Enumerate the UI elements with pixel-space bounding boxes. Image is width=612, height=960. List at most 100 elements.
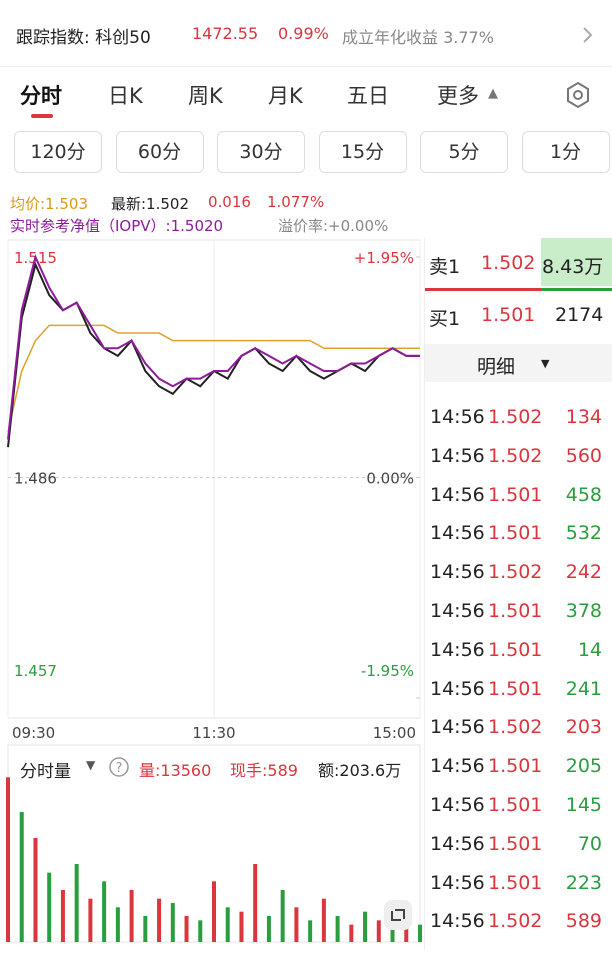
period-button[interactable]: 30分 bbox=[217, 131, 305, 173]
trade-price: 1.502 bbox=[488, 910, 543, 933]
volume-bar bbox=[266, 916, 271, 942]
volume-bar bbox=[308, 920, 313, 942]
trade-row: 14:56 1.501 241 bbox=[426, 670, 606, 708]
change-pct: 1.077% bbox=[267, 193, 325, 211]
tab[interactable]: 更多 bbox=[437, 84, 479, 108]
tab-underline bbox=[31, 114, 53, 118]
trade-row: 14:56 1.502 242 bbox=[426, 553, 606, 591]
x-tick-label: 15:00 bbox=[373, 724, 416, 742]
period-button[interactable]: 15分 bbox=[318, 131, 407, 173]
tab[interactable]: 五日 bbox=[347, 84, 389, 108]
annual-return: 成立年化收益 3.77% bbox=[342, 28, 494, 47]
trade-row: 14:56 1.501 14 bbox=[426, 631, 606, 669]
tab[interactable]: 月K bbox=[268, 84, 303, 108]
volume-bar bbox=[60, 890, 65, 942]
volume-bar bbox=[418, 924, 422, 942]
trade-row: 14:56 1.501 205 bbox=[426, 747, 606, 785]
trade-row: 14:56 1.501 378 bbox=[426, 592, 606, 630]
trade-time: 14:56 bbox=[430, 406, 485, 428]
volume-bar bbox=[349, 924, 354, 942]
trade-time: 14:56 bbox=[430, 755, 485, 778]
period-button[interactable]: 1分 bbox=[521, 131, 610, 173]
volume-bar bbox=[6, 777, 10, 942]
tab[interactable]: 日K bbox=[108, 84, 143, 108]
tracking-label: 跟踪指数: 科创50 bbox=[16, 28, 151, 48]
avg-price: 均价:1.503 bbox=[10, 195, 88, 213]
tab[interactable]: 分时 bbox=[20, 84, 62, 108]
trade-row: 14:56 1.502 560 bbox=[426, 437, 606, 475]
volume-amount: 额:203.6万 bbox=[318, 761, 402, 780]
trade-volume: 458 bbox=[565, 483, 602, 506]
buy-bar bbox=[541, 288, 612, 291]
settings-icon[interactable] bbox=[563, 80, 593, 110]
y-tick-label: 1.486 bbox=[14, 470, 57, 488]
trade-row: 14:56 1.501 145 bbox=[426, 786, 606, 824]
trade-time: 14:56 bbox=[430, 832, 485, 855]
trade-volume: 70 bbox=[577, 832, 602, 855]
dropdown-arrow: ▼ bbox=[86, 758, 96, 772]
help-icon[interactable]: ? bbox=[108, 756, 130, 778]
chevron bbox=[583, 27, 593, 43]
premium: 溢价率:+0.00% bbox=[278, 217, 389, 235]
trade-volume: 203 bbox=[565, 716, 602, 739]
volume-bar bbox=[47, 872, 52, 942]
volume-bar bbox=[33, 838, 38, 942]
trade-time: 14:56 bbox=[430, 716, 485, 739]
trade-price: 1.502 bbox=[488, 406, 543, 428]
detail-bar[interactable]: 明细 ▼ bbox=[425, 344, 612, 382]
x-tick-label: 09:30 bbox=[12, 724, 55, 742]
volume-bar bbox=[88, 898, 93, 942]
volume-bar bbox=[129, 890, 134, 942]
trade-row: 14:56 1.502 589 bbox=[426, 902, 606, 940]
trade-volume: 14 bbox=[577, 638, 602, 661]
trade-price: 1.501 bbox=[488, 794, 543, 816]
trade-price: 1.501 bbox=[488, 677, 543, 700]
trade-volume: 205 bbox=[565, 755, 602, 778]
expand-icon[interactable] bbox=[384, 900, 412, 930]
volume-title[interactable]: 分时量 bbox=[20, 762, 71, 782]
sell-price: 1.502 bbox=[481, 252, 536, 274]
trade-time: 14:56 bbox=[430, 561, 485, 584]
header-bar[interactable]: 跟踪指数: 科创50 1472.55 0.99% 成立年化收益 3.77% bbox=[0, 0, 612, 67]
volume-bar bbox=[157, 898, 162, 942]
volume-total: 量:13560 bbox=[139, 761, 212, 780]
volume-bar bbox=[184, 916, 189, 942]
index-value: 1472.55 bbox=[192, 24, 259, 43]
sell-volume-bg bbox=[541, 238, 612, 286]
trade-price: 1.501 bbox=[488, 871, 543, 894]
trade-volume: 241 bbox=[565, 677, 602, 700]
change: 0.016 bbox=[208, 193, 251, 211]
volume-bar bbox=[294, 907, 299, 942]
detail-label: 明细 bbox=[477, 356, 516, 378]
volume-bar bbox=[239, 911, 244, 942]
trade-time: 14:56 bbox=[430, 522, 485, 545]
trade-price: 1.501 bbox=[488, 600, 543, 622]
volume-bar bbox=[335, 916, 340, 942]
trade-time: 14:56 bbox=[430, 483, 485, 506]
trade-price: 1.502 bbox=[488, 716, 543, 739]
trade-price: 1.501 bbox=[488, 755, 543, 778]
y2-tick-label: +1.95% bbox=[354, 249, 414, 267]
sell-bar bbox=[425, 288, 541, 291]
trade-row: 14:56 1.502 203 bbox=[426, 708, 606, 746]
trade-row: 14:56 1.501 532 bbox=[426, 514, 606, 552]
tab[interactable]: 周K bbox=[188, 84, 223, 108]
trade-row: 14:56 1.501 458 bbox=[426, 476, 606, 514]
period-button[interactable]: 60分 bbox=[115, 131, 204, 173]
trade-volume: 532 bbox=[565, 522, 602, 545]
order-panel: 卖1 1.502 8.43万 买1 1.501 2174 明细 ▼ bbox=[424, 238, 612, 950]
period-button[interactable]: 5分 bbox=[420, 131, 508, 173]
trade-time: 14:56 bbox=[430, 871, 485, 894]
trade-volume: 242 bbox=[565, 561, 602, 584]
volume-bar bbox=[212, 881, 216, 942]
trade-row: 14:56 1.501 70 bbox=[426, 825, 606, 863]
period-button[interactable]: 120分 bbox=[14, 131, 102, 173]
trade-volume: 589 bbox=[565, 910, 602, 933]
more-arrow: ▲ bbox=[488, 86, 498, 101]
volume-bar bbox=[376, 920, 381, 942]
sell-volume: 8.43万 bbox=[542, 256, 604, 278]
x-tick-label: 11:30 bbox=[192, 724, 235, 742]
trade-time: 14:56 bbox=[430, 600, 485, 622]
trade-volume: 560 bbox=[565, 444, 602, 467]
